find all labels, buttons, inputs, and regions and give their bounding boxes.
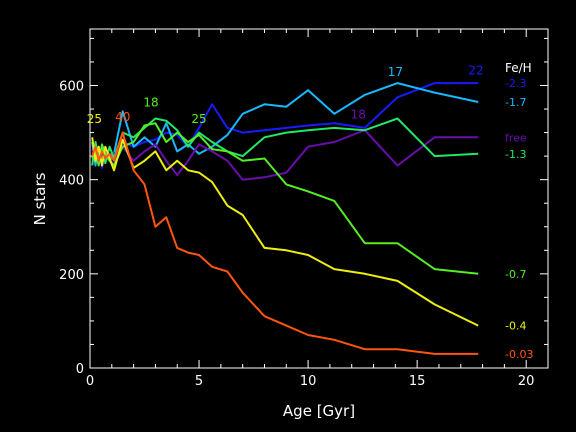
- y-axis-ticks: 0 200 400 600: [59, 37, 548, 377]
- y-tick-label: 0: [76, 362, 84, 377]
- legend: Fe/H -2.3 -1.7 free -1.3 -0.7 -0.4 -0.03: [505, 61, 533, 361]
- y-tick-label: 600: [59, 80, 84, 95]
- annotations: 25 40 18 25 17 22 18: [87, 64, 484, 126]
- annotation-label: 40: [115, 110, 130, 124]
- legend-label: -1.3: [505, 148, 526, 161]
- series-line--0.7: [91, 122, 479, 275]
- legend-label: -0.03: [505, 348, 533, 361]
- annotation-label: 18: [351, 107, 366, 121]
- legend-label: -0.4: [505, 320, 526, 333]
- x-tick-label: 5: [195, 374, 203, 389]
- series-lines: [91, 82, 479, 355]
- x-tick-label: 10: [300, 374, 317, 389]
- legend-label: -0.7: [505, 268, 526, 281]
- series-line--0.4: [91, 137, 479, 327]
- annotation-label: 25: [191, 112, 206, 126]
- x-tick-label: 0: [86, 374, 94, 389]
- annotation-label: 25: [87, 112, 102, 126]
- x-axis-ticks: 0 5 10 15 20: [86, 29, 549, 389]
- annotation-label: 17: [388, 65, 403, 79]
- y-tick-label: 200: [59, 268, 84, 283]
- legend-title: Fe/H: [505, 61, 532, 75]
- legend-label: free: [505, 131, 527, 144]
- x-axis-label: Age [Gyr]: [283, 402, 355, 420]
- annotation-label: 22: [468, 64, 483, 78]
- plot-frame: [89, 28, 549, 369]
- series-line-free: [91, 129, 479, 181]
- y-axis-label: N stars: [31, 172, 49, 225]
- legend-label: -1.7: [505, 96, 526, 109]
- legend-label: -2.3: [505, 77, 526, 90]
- x-tick-label: 15: [409, 374, 426, 389]
- x-tick-label: 20: [518, 374, 535, 389]
- annotation-label: 18: [143, 96, 158, 110]
- y-tick-label: 400: [59, 174, 84, 189]
- series-line--0.03: [91, 131, 479, 355]
